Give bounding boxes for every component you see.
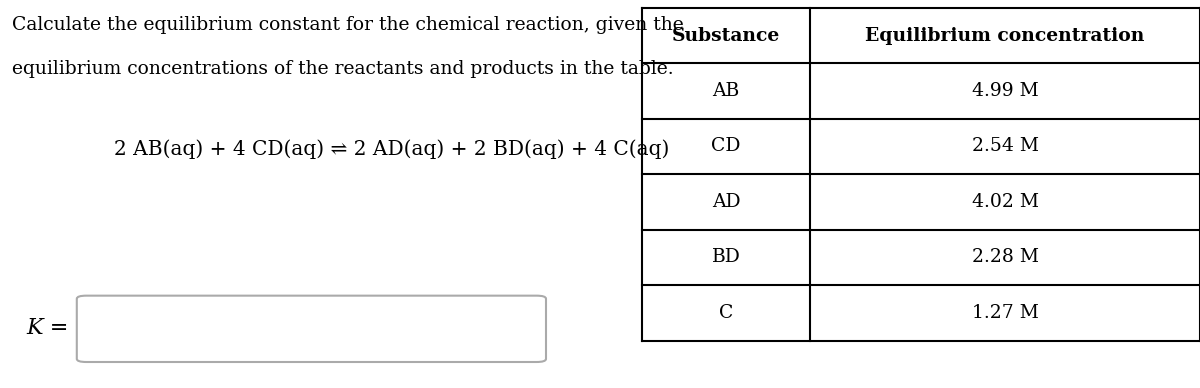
Text: Equilibrium concentration: Equilibrium concentration — [865, 26, 1145, 45]
Text: 2.54 M: 2.54 M — [972, 137, 1038, 156]
Text: K =: K = — [26, 317, 68, 339]
FancyBboxPatch shape — [77, 296, 546, 362]
Text: 1.27 M: 1.27 M — [972, 304, 1038, 322]
Text: AD: AD — [712, 193, 740, 211]
Text: 2 AB(aq) + 4 CD(aq) ⇌ 2 AD(aq) + 2 BD(aq) + 4 C(aq): 2 AB(aq) + 4 CD(aq) ⇌ 2 AD(aq) + 2 BD(aq… — [114, 140, 670, 159]
Text: C: C — [719, 304, 733, 322]
Text: CD: CD — [712, 137, 740, 156]
Text: BD: BD — [712, 248, 740, 267]
Text: 2.28 M: 2.28 M — [972, 248, 1038, 267]
Text: 4.99 M: 4.99 M — [972, 82, 1038, 100]
Text: AB: AB — [713, 82, 739, 100]
Text: Substance: Substance — [672, 26, 780, 45]
Text: equilibrium concentrations of the reactants and products in the table.: equilibrium concentrations of the reacta… — [12, 60, 673, 78]
Text: Calculate the equilibrium constant for the chemical reaction, given the: Calculate the equilibrium constant for t… — [12, 16, 684, 33]
Text: 4.02 M: 4.02 M — [972, 193, 1038, 211]
